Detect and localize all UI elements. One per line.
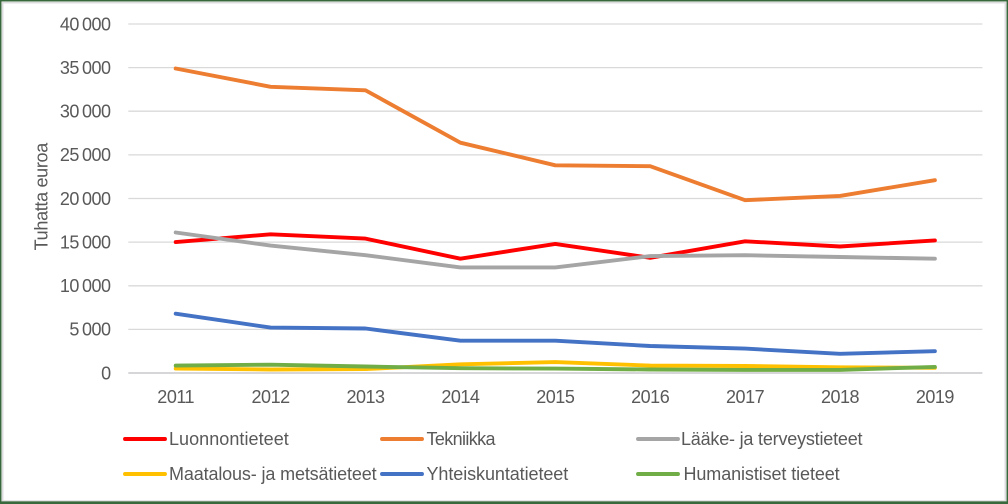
svg-text:25 000: 25 000 [60, 145, 111, 165]
svg-text:2018: 2018 [821, 387, 860, 407]
svg-text:20 000: 20 000 [60, 189, 111, 209]
svg-text:Tekniikka: Tekniikka [427, 429, 497, 449]
svg-text:10 000: 10 000 [60, 276, 111, 296]
svg-text:2019: 2019 [916, 387, 955, 407]
svg-text:Maatalous- ja metsätieteet: Maatalous- ja metsätieteet [169, 464, 377, 484]
svg-text:35 000: 35 000 [60, 58, 111, 78]
svg-text:Lääke- ja terveystieteet: Lääke- ja terveystieteet [681, 429, 862, 449]
svg-text:Luonnontieteet: Luonnontieteet [169, 429, 289, 449]
svg-text:2013: 2013 [346, 387, 385, 407]
svg-text:2014: 2014 [441, 387, 480, 407]
svg-text:30 000: 30 000 [60, 102, 111, 122]
svg-text:0: 0 [101, 363, 111, 383]
svg-text:2012: 2012 [252, 387, 291, 407]
svg-text:Humanistiset tieteet: Humanistiset tieteet [684, 464, 840, 484]
svg-text:2016: 2016 [631, 387, 670, 407]
svg-text:Yhteiskuntatieteet: Yhteiskuntatieteet [427, 464, 569, 484]
svg-text:5 000: 5 000 [69, 320, 111, 340]
svg-text:40 000: 40 000 [60, 14, 111, 34]
svg-text:2017: 2017 [726, 387, 765, 407]
svg-text:2015: 2015 [536, 387, 575, 407]
svg-text:15 000: 15 000 [60, 232, 111, 252]
svg-text:2011: 2011 [157, 387, 194, 407]
svg-text:Tuhatta euroa: Tuhatta euroa [32, 142, 52, 251]
